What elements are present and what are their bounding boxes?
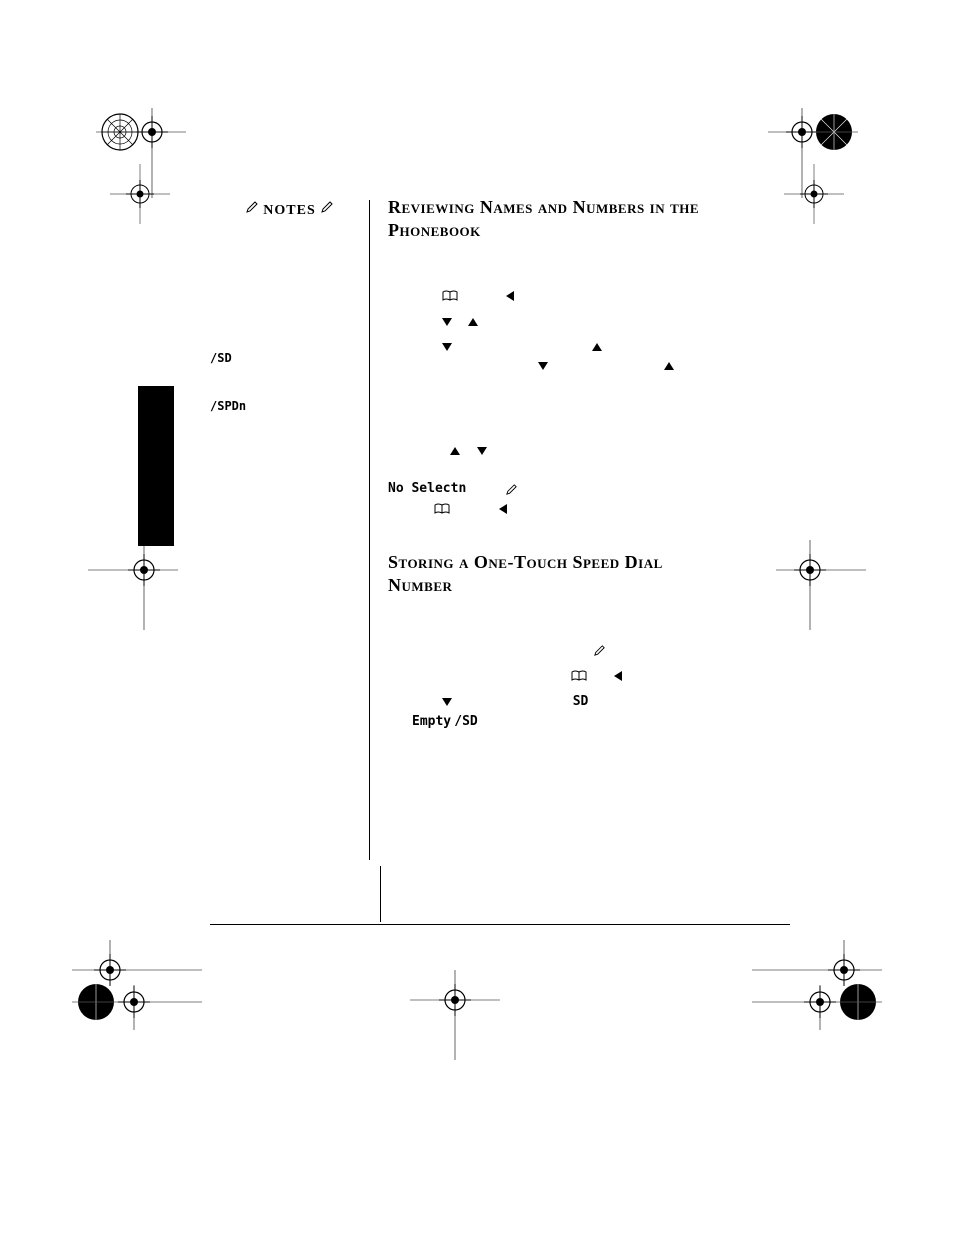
section1-step1: Press and then . (388, 286, 732, 305)
left-arrow-icon (614, 671, 622, 681)
empty-text: Empty (412, 714, 451, 729)
section1-body: To see each name and number in the phone… (388, 257, 732, 519)
section1-note: The selected name flashes. To see the nu… (388, 421, 732, 519)
notes-column: NOTES The display shows /SD next to a sp… (210, 200, 370, 860)
sd2-text: /SD (454, 714, 477, 729)
pencil-icon (245, 200, 259, 219)
up-arrow-icon (592, 343, 602, 351)
section-tab (138, 386, 174, 546)
phonebook-icon (434, 503, 450, 515)
pencil-icon (593, 643, 606, 657)
phonebook-icon (571, 670, 587, 682)
page-number: 24 (210, 934, 222, 949)
spdn-marker: /SPDn (210, 399, 246, 413)
main-column: Reviewing Names and Numbers in the Phone… (388, 196, 732, 738)
section1-step2: Press or to scroll to the desired name. (388, 312, 732, 331)
up-arrow-icon (468, 318, 478, 326)
section2-step1: Store the entry normally, then press . (388, 641, 732, 660)
section2-step3: Press until the display shows SD , then … (388, 692, 732, 732)
reg-mark-small-tr (784, 164, 844, 224)
section2-body: You can store up to nine speed dial entr… (388, 611, 732, 731)
sd-text: SD (573, 694, 589, 709)
reg-mark-mid-right (776, 540, 866, 630)
sd-marker: /SD (210, 351, 232, 365)
section1-step3: Press to scroll toward Z, or press to sc… (388, 337, 732, 395)
down-arrow-icon (442, 698, 452, 706)
reg-mark-bot-left (72, 940, 202, 1030)
notes-body: The display shows /SD next to a speed di… (210, 227, 369, 446)
reg-mark-small-tl (110, 164, 170, 224)
section2-step2: Highlight the entry by pressing then . (388, 666, 732, 685)
phonebook-icon (442, 290, 458, 302)
down-arrow-icon (442, 343, 452, 351)
notes-header: NOTES (210, 200, 369, 219)
vertical-separator (380, 866, 381, 922)
pencil-icon (320, 200, 334, 219)
reg-mark-mid-left (88, 540, 178, 630)
up-arrow-icon (664, 362, 674, 370)
notes-title: NOTES (263, 203, 315, 218)
down-arrow-icon (538, 362, 548, 370)
page-content: NOTES The display shows /SD next to a sp… (174, 196, 774, 916)
left-arrow-icon (506, 291, 514, 301)
reg-mark-bot-center (410, 970, 500, 1060)
reg-mark-bot-right (752, 940, 882, 1030)
footer-rule (210, 924, 790, 925)
section1-heading: Reviewing Names and Numbers in the Phone… (388, 196, 732, 243)
section2-heading: Storing a One-Touch Speed Dial Number (388, 551, 732, 598)
up-arrow-icon (450, 447, 460, 455)
no-selectn-text: No Selectn (388, 481, 466, 496)
left-arrow-icon (499, 504, 507, 514)
pencil-icon (505, 481, 518, 495)
down-arrow-icon (442, 318, 452, 326)
down-arrow-icon (477, 447, 487, 455)
